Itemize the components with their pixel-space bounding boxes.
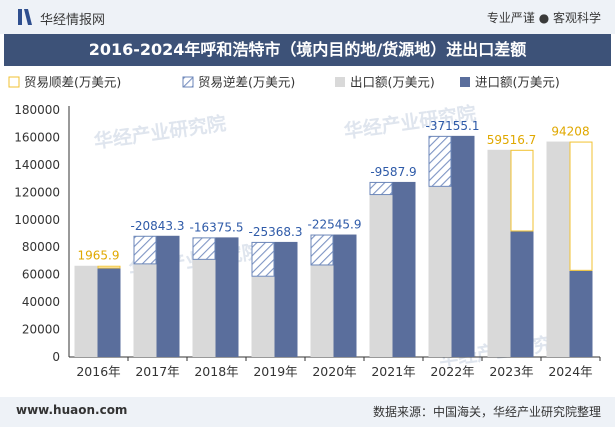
import-bar	[510, 231, 534, 357]
x-tick-label: 2018年	[194, 364, 238, 379]
y-tick-label: 100000	[14, 213, 60, 227]
balance-data-label: -22545.9	[308, 218, 362, 232]
watermark-text: 华经产业研究院	[92, 112, 227, 153]
balance-data-label: 59516.7	[487, 133, 537, 147]
deficit-bar	[310, 234, 334, 266]
export-bar	[428, 186, 452, 357]
data-source: 数据来源：中国海关，华经产业研究院整理	[372, 405, 601, 419]
x-tick-label: 2023年	[489, 364, 533, 379]
y-tick-label: 40000	[22, 295, 60, 309]
surplus-bar	[97, 265, 121, 269]
legend-swatch-4	[460, 77, 470, 87]
export-bar	[192, 259, 216, 357]
balance-data-label: -20843.3	[131, 219, 185, 233]
website-link[interactable]: www.huaon.com	[16, 403, 128, 417]
brand-name: 华经情报网	[40, 13, 106, 28]
x-tick-label: 2021年	[371, 364, 415, 379]
import-bar	[156, 235, 180, 357]
header-bar: 华经情报网 专业严谨 ● 客观科学	[0, 0, 615, 34]
export-bar	[546, 141, 570, 357]
export-bar	[74, 265, 98, 357]
deficit-bar	[369, 181, 393, 196]
logo-icon	[18, 9, 32, 25]
export-bar	[369, 195, 393, 357]
y-tick-label: 120000	[14, 185, 60, 199]
title-bar: 2016-2024年呼和浩特市（境内目的地/货源地）进出口差额	[4, 34, 611, 66]
import-bar	[569, 270, 593, 357]
balance-data-label: 1965.9	[78, 249, 120, 263]
import-bar	[451, 135, 475, 357]
import-bar	[392, 181, 416, 357]
export-bar	[133, 264, 157, 357]
y-tick-label: 80000	[22, 240, 60, 254]
y-tick-label: 20000	[22, 323, 60, 337]
legend-label-4: 进口额(万美元)	[475, 75, 560, 90]
legend-label-1: 贸易顺差(万美元)	[24, 75, 121, 90]
import-bar	[333, 234, 357, 357]
legend-swatch-2	[182, 76, 194, 88]
import-bar	[215, 237, 239, 357]
tagline: 专业严谨 ● 客观科学	[486, 11, 601, 25]
import-bar	[97, 268, 121, 357]
import-bar	[274, 241, 298, 357]
legend-label-3: 出口额(万美元)	[350, 75, 435, 90]
x-tick-label: 2022年	[430, 364, 474, 379]
balance-data-label: -16375.5	[190, 220, 244, 234]
y-tick-label: 180000	[14, 103, 60, 117]
x-tick-label: 2020年	[312, 364, 356, 379]
x-tick-label: 2019年	[253, 364, 297, 379]
x-tick-label: 2016年	[76, 364, 120, 379]
balance-data-label: 94208	[551, 125, 589, 139]
legend-label-2: 贸易逆差(万美元)	[198, 75, 295, 90]
balance-data-label: -25368.3	[249, 225, 303, 239]
legend-swatch-3	[335, 77, 345, 87]
y-tick-label: 0	[52, 350, 60, 364]
deficit-bar	[192, 237, 216, 260]
y-tick-label: 140000	[14, 158, 60, 172]
y-tick-label: 60000	[22, 268, 60, 282]
balance-data-label: -9587.9	[370, 165, 416, 179]
deficit-bar	[428, 135, 452, 187]
surplus-bar	[510, 149, 534, 232]
x-tick-label: 2024年	[548, 364, 592, 379]
trade-balance-chart: 华经产业研究院华经产业研究院华经产业研究院华经产业研究院贸易顺差(万美元)贸易逆…	[8, 75, 601, 379]
x-tick-label: 2017年	[135, 364, 179, 379]
export-bar	[487, 149, 511, 357]
footer-bar: www.huaon.com 数据来源：中国海关，华经产业研究院整理	[0, 397, 615, 427]
export-bar	[251, 276, 275, 357]
y-tick-label: 160000	[14, 130, 60, 144]
deficit-bar	[133, 235, 157, 265]
deficit-bar	[251, 241, 275, 277]
chart-title: 2016-2024年呼和浩特市（境内目的地/货源地）进出口差额	[88, 40, 527, 59]
surplus-bar	[569, 141, 593, 271]
legend-swatch-1	[8, 76, 20, 88]
export-bar	[310, 265, 334, 357]
balance-data-label: -37155.1	[426, 119, 480, 133]
